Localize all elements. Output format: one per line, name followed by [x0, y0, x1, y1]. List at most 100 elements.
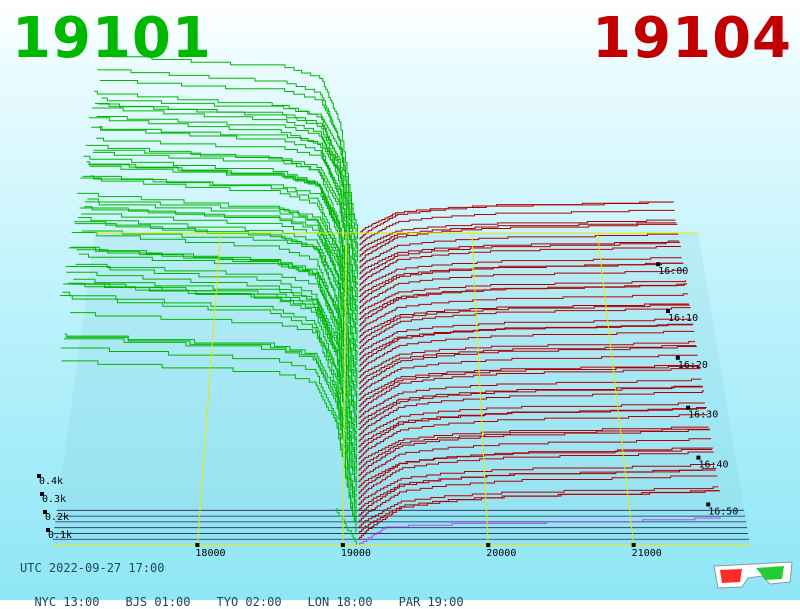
bid-depth-line	[65, 266, 357, 492]
bid-depth-line	[88, 163, 358, 326]
ask-depth-line	[358, 324, 693, 361]
bid-depth-line	[70, 246, 357, 452]
price-grid-line	[342, 232, 347, 546]
ask-depth-line	[359, 219, 676, 251]
ask-depth-line	[359, 223, 678, 263]
bid-depth-line	[86, 161, 358, 337]
tz-lon: LON 18:00	[307, 595, 373, 609]
bid-depth-line	[79, 207, 358, 389]
ask-depth-line	[358, 438, 712, 482]
ask-depth-line	[357, 490, 721, 540]
price-tick-marker	[340, 543, 345, 547]
ask-depth-line	[359, 241, 680, 280]
ask-depth-line	[358, 365, 699, 402]
ask-depth-line	[358, 486, 719, 529]
bid-depth-line	[87, 198, 358, 334]
best-ask-price: 19104	[592, 6, 792, 71]
ask-depth-line	[358, 378, 702, 419]
bid-depth-line	[93, 149, 358, 286]
bid-depth-line	[66, 271, 357, 487]
ask-depth-line	[359, 262, 684, 303]
bid-depth-line	[100, 53, 359, 234]
bid-depth-line	[60, 347, 357, 527]
price-tick-marker	[631, 543, 636, 547]
time-tick-label: 16:00	[658, 266, 688, 277]
price-grid-line	[196, 232, 222, 546]
ask-depth-line	[359, 246, 681, 286]
bid-depth-line	[92, 151, 358, 291]
time-tick-marker	[706, 502, 711, 507]
bid-depth-line	[96, 115, 358, 263]
3d-glasses-icon[interactable]	[712, 560, 794, 590]
time-tick-label: 16:30	[688, 410, 718, 421]
ask-depth-line	[358, 304, 690, 344]
volume-tick-label: 0.1k	[48, 530, 72, 541]
time-tick-label: 16:40	[698, 460, 728, 471]
ask-depth-line	[359, 240, 680, 274]
price-tick-label: 20000	[486, 548, 516, 559]
time-tick-label: 16:10	[668, 313, 698, 324]
bid-depth-line	[97, 69, 358, 257]
time-tick-marker	[675, 355, 680, 360]
ask-depth-line	[358, 323, 694, 367]
price-grid-line	[597, 232, 635, 546]
volume-tick-label: 0.3k	[42, 494, 66, 505]
timezone-clocks: NYC 13:00 BJS 01:00 TYO 02:00 LON 18:00 PAR …	[20, 581, 490, 609]
chart-ticks: 18000 19000 20000 21000 0.1k 0.2k 0.3k 0.4k 16:0…	[37, 262, 738, 559]
ask-depth-line	[358, 402, 705, 442]
price-grid-line	[471, 232, 489, 546]
bid-depth-line	[98, 126, 358, 248]
bid-depth-line	[63, 283, 357, 510]
ask-depth-line	[358, 307, 691, 350]
ask-depth-line	[358, 293, 688, 332]
ask-depth-line	[358, 345, 697, 384]
utc-time: UTC 2022-09-27 17:00	[20, 561, 165, 575]
bid-depth-line	[71, 232, 357, 446]
ask-depth-line	[358, 408, 706, 448]
bid-depth-line	[91, 107, 358, 297]
ask-depth-line	[358, 407, 707, 454]
bid-depth-line	[67, 335, 357, 484]
time-tick-marker	[666, 309, 670, 313]
tz-par: PAR 19:00	[398, 595, 464, 609]
time-tick-marker	[656, 262, 661, 267]
bid-depth-line	[82, 175, 358, 366]
ask-depth-line	[358, 475, 718, 523]
ask-depth-line	[358, 414, 708, 459]
ask-depth-line	[358, 365, 700, 407]
bid-depth-line	[70, 312, 357, 461]
bid-depth-line	[335, 508, 358, 545]
bid-depth-line	[91, 126, 358, 303]
price-tick-label: 18000	[195, 548, 225, 559]
ask-depth-line	[358, 269, 685, 309]
volume-tick-marker	[40, 492, 44, 496]
bid-depth-line	[80, 177, 358, 383]
tz-nyc: NYC 13:00	[34, 595, 100, 609]
ask-depth-line	[358, 283, 688, 326]
depth-curves	[60, 53, 721, 546]
volume-tick-label: 0.4k	[39, 476, 63, 487]
price-tick-marker	[486, 543, 491, 547]
time-tick-label: 16:50	[708, 506, 738, 517]
ask-depth-line	[359, 222, 677, 257]
ask-depth-line	[357, 517, 721, 546]
price-tick-label: 19000	[341, 548, 371, 559]
bid-depth-line	[84, 201, 358, 349]
bid-depth-line	[95, 103, 358, 274]
ask-depth-line	[358, 330, 695, 373]
ask-depth-line	[358, 429, 711, 477]
time-tick-marker	[696, 455, 701, 460]
ask-depth-line	[358, 385, 703, 425]
ask-depth-line	[358, 468, 717, 517]
bid-depth-line	[73, 278, 357, 435]
ask-depth-line	[358, 386, 704, 430]
tz-tyo: TYO 02:00	[216, 595, 282, 609]
bid-depth-line	[60, 295, 357, 533]
ask-depth-line	[358, 390, 705, 436]
ask-depth-line	[359, 257, 682, 292]
ask-depth-line	[358, 463, 715, 506]
ask-depth-line	[358, 345, 697, 390]
ask-depth-line	[358, 368, 701, 413]
ask-depth-line	[358, 447, 713, 494]
